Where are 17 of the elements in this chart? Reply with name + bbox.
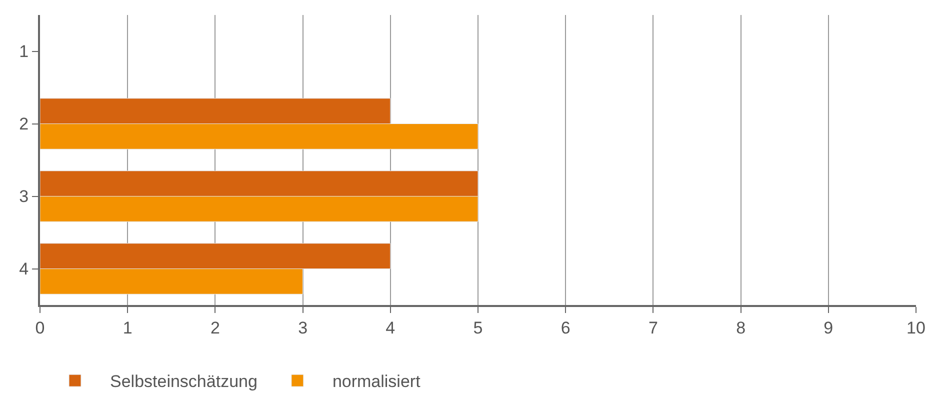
y-tick-label: 1 (19, 42, 29, 62)
x-tick-label: 0 (35, 318, 45, 338)
x-tick-label: 7 (648, 318, 658, 338)
x-tick-label: 9 (824, 318, 834, 338)
legend-label: normalisiert (332, 372, 421, 392)
x-tick-label: 8 (736, 318, 746, 338)
y-tick-label: 4 (19, 260, 29, 279)
x-tick-label: 3 (298, 318, 308, 338)
x-tick-label: 4 (386, 318, 396, 338)
y-tick-label: 3 (19, 187, 29, 206)
legend-label: Selbsteinschätzung (110, 372, 258, 392)
x-tick-label: 1 (122, 318, 132, 338)
x-tick-label: 6 (560, 318, 570, 338)
x-tick-label: 2 (210, 318, 220, 338)
x-tick-label: 5 (473, 318, 483, 338)
x-tick-label: 10 (906, 318, 926, 338)
y-tick-label: 2 (19, 114, 29, 134)
